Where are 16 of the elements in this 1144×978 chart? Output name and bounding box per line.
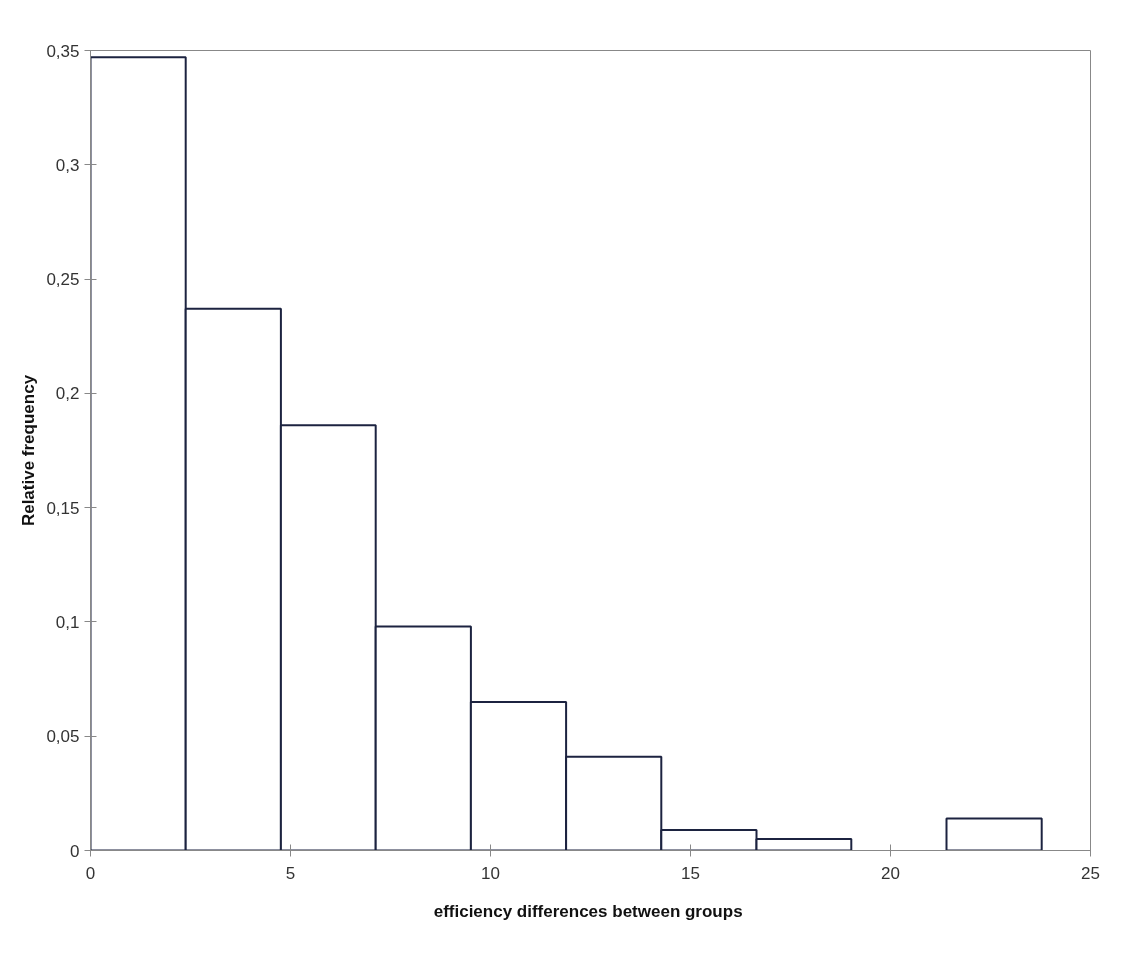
y-tick-label: 0,3 (55, 155, 80, 175)
x-tick-label: 10 (481, 863, 500, 883)
y-tick-label: 0,35 (46, 41, 80, 61)
x-tick-label: 15 (681, 863, 700, 883)
y-tick-label: 0,05 (46, 727, 80, 747)
y-tick-label: 0 (70, 841, 80, 861)
y-tick-label: 0,2 (55, 384, 80, 404)
x-axis-title: efficiency differences between groups (433, 901, 743, 921)
x-tick-label: 0 (85, 863, 96, 883)
y-axis-title: Relative frequency (19, 374, 39, 527)
x-tick-label: 5 (285, 863, 296, 883)
y-tick-label: 0,15 (46, 498, 80, 518)
x-tick-label: 25 (1081, 863, 1100, 883)
y-tick-label: 0,1 (55, 612, 80, 632)
y-tick-label: 0,25 (46, 270, 80, 290)
x-tick-label: 20 (881, 863, 900, 883)
